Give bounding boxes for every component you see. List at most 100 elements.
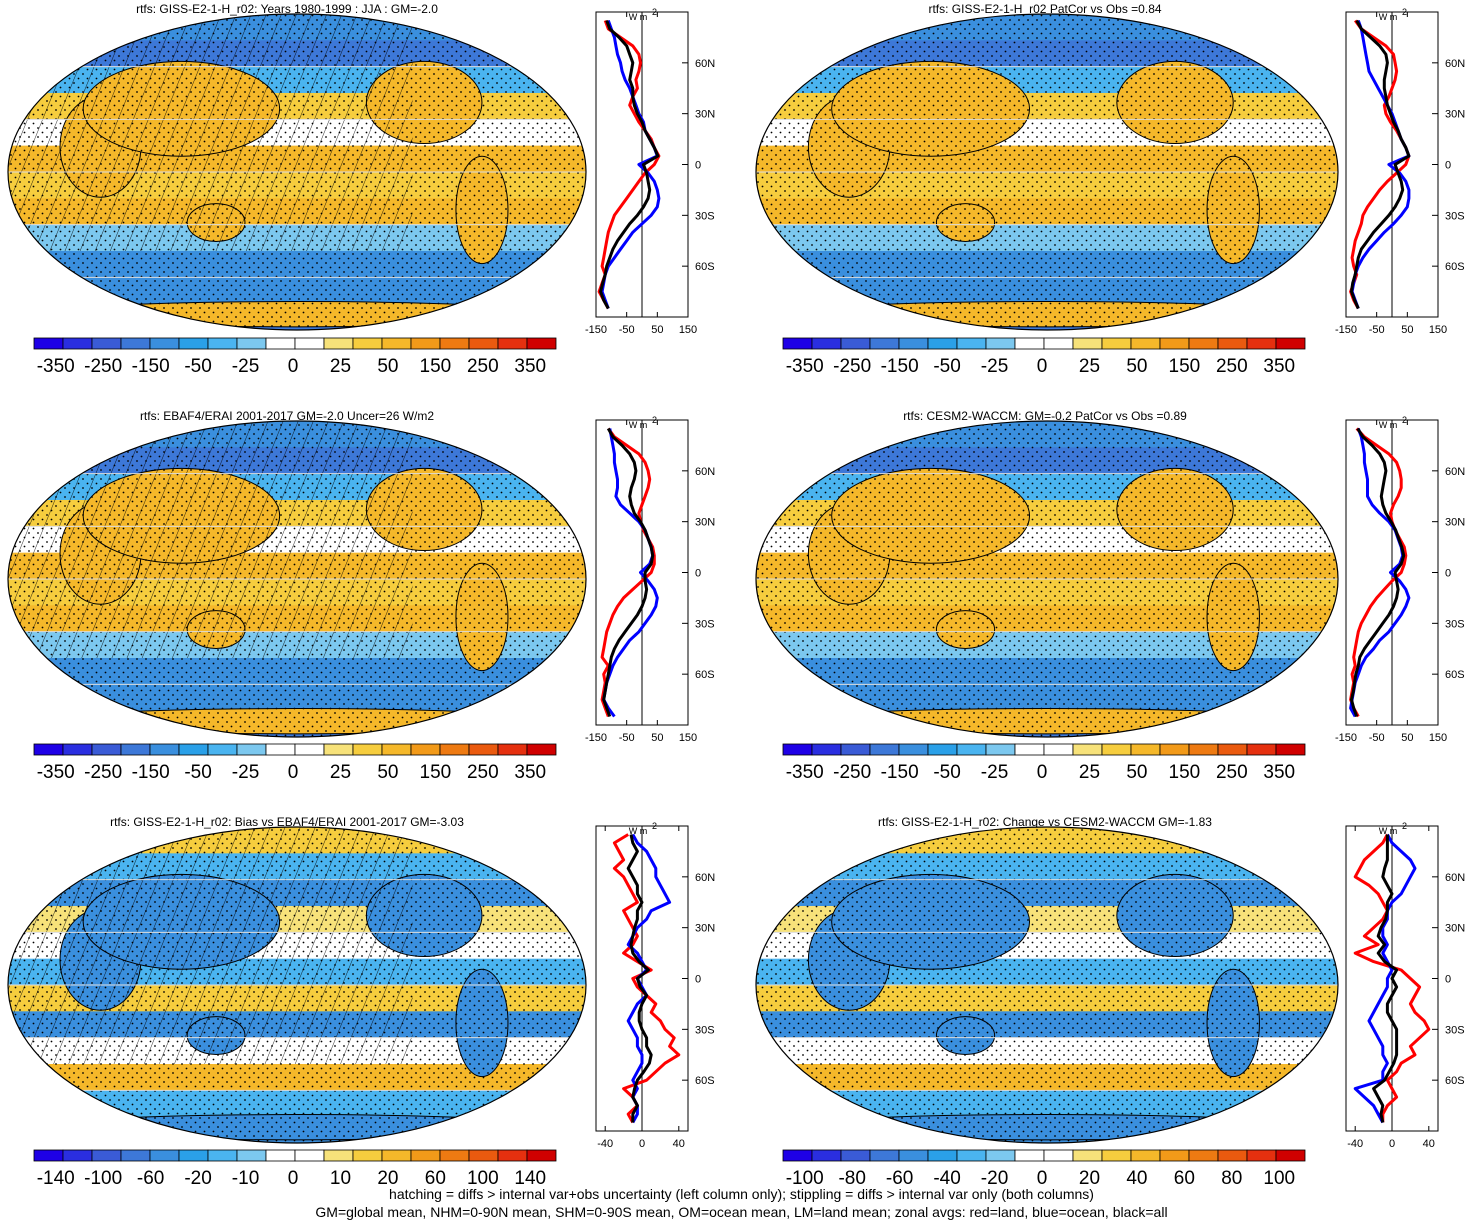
zonal-ytick-label: 30S	[695, 210, 715, 222]
colorbar-box	[1130, 743, 1161, 756]
colorbar-tick-label: -250	[833, 356, 871, 377]
colorbar-box	[782, 1149, 813, 1162]
zonal-ytick-label: 30N	[1445, 109, 1465, 121]
colorbar-tick-label: 350	[514, 762, 546, 783]
zonal-ytick-label: 0	[695, 160, 701, 172]
colorbar-box	[898, 1149, 929, 1162]
colorbar-tick-label: 100	[1263, 1168, 1295, 1189]
zonal-ytick-label: 60S	[1445, 669, 1465, 681]
zonal-xtick-label: -150	[585, 324, 607, 336]
colorbar-tick-label: -250	[833, 762, 871, 783]
zonal-unit-exponent: 2	[1402, 821, 1407, 831]
zonal-series-all	[1372, 834, 1399, 1123]
panel-2: rtfs: GISS-E2-1-H_r02 PatCor vs Obs =0.8…	[755, 2, 1465, 377]
zonal-unit-label: W m	[629, 826, 648, 836]
colorbar-tick-label: 50	[1126, 356, 1147, 377]
colorbar-tick-label: 40	[1126, 1168, 1147, 1189]
colorbar-tick-label: 0	[1037, 356, 1048, 377]
colorbar-box	[381, 743, 412, 756]
colorbar-box	[439, 1149, 470, 1162]
colorbar-tick-label: 10	[330, 1168, 351, 1189]
colorbar-box	[898, 337, 929, 350]
panel-title: rtfs: GISS-E2-1-H_r02: Change vs CESM2-W…	[878, 815, 1212, 829]
colorbar-box	[149, 743, 180, 756]
zonal-series-ocean	[1349, 427, 1411, 718]
colorbar-box	[178, 337, 209, 350]
colorbar-box	[265, 337, 296, 350]
zonal-ytick-label: 30N	[695, 517, 715, 529]
colorbar-box	[1188, 337, 1219, 350]
colorbar-tick-label: 0	[1037, 1168, 1048, 1189]
colorbar-tick-label: 0	[288, 356, 299, 377]
colorbar-tick-label: 350	[514, 356, 546, 377]
zonal-ytick-label: 60N	[695, 466, 715, 478]
colorbar-box	[497, 337, 528, 350]
colorbar-box	[439, 743, 470, 756]
colorbar-tick-label: -50	[933, 356, 960, 377]
panel-4: rtfs: CESM2-WACCM: GM=-0.2 PatCor vs Obs…	[755, 409, 1465, 783]
colorbar-box	[1014, 337, 1045, 350]
zonal-ytick-label: 60N	[695, 58, 715, 70]
colorbar-box	[782, 743, 813, 756]
zonal-xtick-label: -50	[1369, 732, 1385, 744]
zonal-unit-exponent: 2	[652, 821, 657, 831]
colorbar-box	[149, 337, 180, 350]
zonal-ytick-label: 0	[1445, 974, 1451, 986]
hatching	[8, 421, 413, 658]
colorbar-box	[526, 1149, 557, 1162]
colorbar-box	[1072, 337, 1103, 350]
colorbar-box	[1246, 1149, 1277, 1162]
colorbar-tick-label: 80	[1221, 1168, 1242, 1189]
colorbar-box	[236, 1149, 267, 1162]
colorbar-box	[869, 743, 900, 756]
zonal-series-ocean	[1350, 19, 1411, 310]
panel-title: rtfs: EBAF4/ERAI 2001-2017 GM=-2.0 Uncer…	[140, 409, 434, 423]
zonal-xtick-label: 150	[679, 732, 697, 744]
colorbar-box	[62, 337, 93, 350]
zonal-unit-label: W m	[629, 420, 648, 430]
colorbar-tick-label: -150	[132, 762, 170, 783]
zonal-ytick-label: 30N	[695, 109, 715, 121]
zonal-xtick-label: -50	[1369, 324, 1385, 336]
map-outline	[7, 420, 587, 738]
zonal-unit-exponent: 2	[1402, 415, 1407, 425]
colorbar-box	[1101, 337, 1132, 350]
zonal-xtick-label: -150	[1335, 732, 1357, 744]
panel-title: rtfs: GISS-E2-1-H_r02: Years 1980-1999 :…	[136, 2, 438, 16]
colorbar-tick-label: -20	[981, 1168, 1008, 1189]
colorbar-box	[811, 1149, 842, 1162]
zonal-ytick-label: 0	[1445, 568, 1451, 580]
colorbar-box	[985, 337, 1016, 350]
colorbar-tick-label: -350	[786, 356, 824, 377]
colorbar-tick-label: -250	[84, 356, 122, 377]
map-outline	[755, 826, 1339, 1144]
colorbar-tick-label: 20	[1079, 1168, 1100, 1189]
colorbar-box	[811, 337, 842, 350]
zonal-ytick-label: 30N	[1445, 923, 1465, 935]
colorbar-box	[782, 337, 813, 350]
colorbar-tick-label: 20	[377, 1168, 398, 1189]
colorbar-tick-label: 140	[514, 1168, 546, 1189]
colorbar-tick-label: 60	[425, 1168, 446, 1189]
colorbar-box	[352, 743, 383, 756]
colorbar-box	[236, 337, 267, 350]
colorbar-tick-label: 0	[288, 1168, 299, 1189]
colorbar-tick-label: 50	[1126, 762, 1147, 783]
map-field	[756, 14, 1338, 330]
colorbar-box	[869, 337, 900, 350]
colorbar-box	[410, 1149, 441, 1162]
colorbar-box	[1072, 743, 1103, 756]
colorbar-box	[62, 1149, 93, 1162]
colorbar-box	[410, 337, 441, 350]
colorbar-tick-label: 150	[1169, 356, 1201, 377]
zonal-xtick-label: -50	[619, 732, 635, 744]
zonal-xtick-label: 40	[673, 1138, 685, 1150]
zonal-xtick-label: 50	[1401, 732, 1413, 744]
zonal-ytick-label: 30S	[695, 618, 715, 630]
zonal-unit-label: W m	[1379, 12, 1398, 22]
colorbar-box	[1014, 743, 1045, 756]
colorbar-tick-label: 250	[467, 762, 499, 783]
colorbar-box	[352, 337, 383, 350]
zonal-unit-label: W m	[1379, 826, 1398, 836]
